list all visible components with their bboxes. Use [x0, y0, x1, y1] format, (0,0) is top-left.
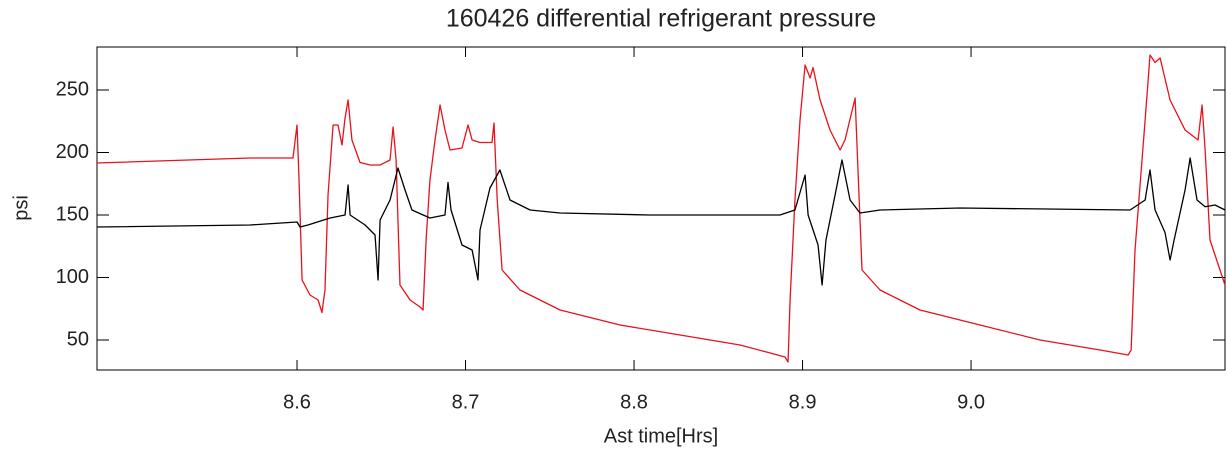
y-tick-label: 100 [56, 266, 89, 288]
y-tick-label: 250 [56, 78, 89, 100]
chart-title: 160426 differential refrigerant pressure [446, 5, 876, 33]
x-axis-label: Ast time[Hrs] [604, 425, 718, 447]
x-tick-label: 8.6 [283, 391, 311, 413]
y-tick-label: 150 [56, 203, 89, 225]
y-axis-label: psi [10, 195, 32, 221]
y-tick-label: 50 [67, 328, 89, 350]
x-tick-label: 8.7 [452, 391, 480, 413]
x-tick-label: 8.9 [789, 391, 817, 413]
series-line [96, 54, 1226, 363]
series-line [96, 157, 1226, 286]
x-tick-label: 8.8 [620, 391, 648, 413]
y-tick-label: 200 [56, 141, 89, 163]
plot-frame [96, 46, 1226, 371]
x-tick-label: 9.0 [957, 391, 985, 413]
